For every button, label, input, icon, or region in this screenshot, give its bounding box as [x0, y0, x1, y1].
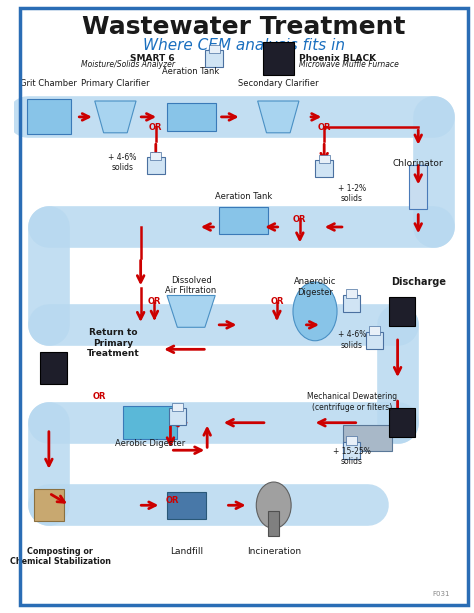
Text: OR: OR: [166, 496, 180, 505]
FancyBboxPatch shape: [150, 152, 161, 161]
Text: Wastewater Treatment: Wastewater Treatment: [82, 15, 406, 39]
Polygon shape: [167, 295, 215, 327]
Text: Discharge: Discharge: [391, 277, 446, 287]
FancyBboxPatch shape: [409, 166, 428, 209]
Text: Landfill: Landfill: [170, 547, 203, 556]
Text: Phoenix BLACK: Phoenix BLACK: [299, 54, 376, 63]
FancyBboxPatch shape: [34, 489, 64, 521]
Text: Anaerobic
Digester: Anaerobic Digester: [294, 277, 336, 297]
FancyBboxPatch shape: [169, 408, 186, 425]
FancyBboxPatch shape: [166, 102, 216, 131]
Text: Primary Clarifier: Primary Clarifier: [81, 79, 150, 88]
Text: + 4-6%
solids: + 4-6% solids: [108, 153, 137, 172]
FancyBboxPatch shape: [366, 332, 383, 349]
FancyBboxPatch shape: [343, 295, 360, 312]
Text: OR: OR: [318, 123, 331, 132]
Text: Aeration Tank: Aeration Tank: [215, 192, 273, 200]
FancyBboxPatch shape: [389, 297, 415, 326]
FancyBboxPatch shape: [369, 326, 380, 335]
Text: F031: F031: [433, 591, 450, 597]
Text: Return to
Primary
Treatment: Return to Primary Treatment: [87, 329, 139, 358]
Text: Aeration Tank: Aeration Tank: [163, 67, 220, 76]
Circle shape: [293, 282, 337, 341]
FancyBboxPatch shape: [389, 408, 415, 437]
FancyBboxPatch shape: [319, 155, 330, 164]
FancyBboxPatch shape: [219, 207, 268, 234]
Text: Dissolved
Air Filtration: Dissolved Air Filtration: [165, 276, 217, 295]
Text: SMART 6: SMART 6: [130, 54, 175, 63]
Text: Grit Chamber: Grit Chamber: [20, 79, 77, 88]
FancyBboxPatch shape: [147, 158, 164, 174]
FancyBboxPatch shape: [268, 511, 279, 536]
Text: Aerobic Digester: Aerobic Digester: [115, 440, 185, 448]
FancyBboxPatch shape: [123, 406, 177, 440]
Text: Incineration: Incineration: [246, 547, 301, 556]
FancyBboxPatch shape: [40, 352, 66, 384]
Text: OR: OR: [270, 297, 283, 306]
Text: Composting or
Chemical Stabilization: Composting or Chemical Stabilization: [10, 547, 111, 566]
Text: Secondary Clarifier: Secondary Clarifier: [238, 79, 319, 88]
Text: OR: OR: [293, 215, 307, 224]
Text: + 1-2%
solids: + 1-2% solids: [337, 184, 366, 203]
Polygon shape: [258, 101, 299, 133]
FancyBboxPatch shape: [316, 161, 333, 177]
FancyBboxPatch shape: [172, 403, 183, 411]
Text: Microwave Muffle Furnace: Microwave Muffle Furnace: [299, 60, 399, 69]
Polygon shape: [95, 101, 136, 133]
Text: Mechanical Dewatering
(centrifuge or filters): Mechanical Dewatering (centrifuge or fil…: [307, 392, 397, 411]
Text: Where CEM analysis fits in: Where CEM analysis fits in: [143, 39, 345, 53]
Text: Chlorinator: Chlorinator: [393, 159, 444, 169]
Text: + 15-25%
solids: + 15-25% solids: [333, 447, 371, 466]
Text: OR: OR: [149, 123, 163, 132]
FancyBboxPatch shape: [205, 50, 223, 67]
Text: OR: OR: [92, 392, 106, 401]
FancyBboxPatch shape: [209, 45, 219, 53]
FancyBboxPatch shape: [346, 436, 357, 444]
FancyBboxPatch shape: [263, 42, 294, 75]
FancyBboxPatch shape: [166, 492, 207, 519]
Text: + 4-6%
solids: + 4-6% solids: [337, 330, 366, 350]
FancyBboxPatch shape: [343, 441, 360, 459]
Text: Moisture/Solids Analyzer: Moisture/Solids Analyzer: [81, 60, 175, 69]
FancyBboxPatch shape: [27, 99, 71, 134]
Circle shape: [256, 482, 291, 528]
Text: OR: OR: [148, 297, 161, 306]
FancyBboxPatch shape: [343, 425, 392, 451]
FancyBboxPatch shape: [346, 289, 357, 298]
